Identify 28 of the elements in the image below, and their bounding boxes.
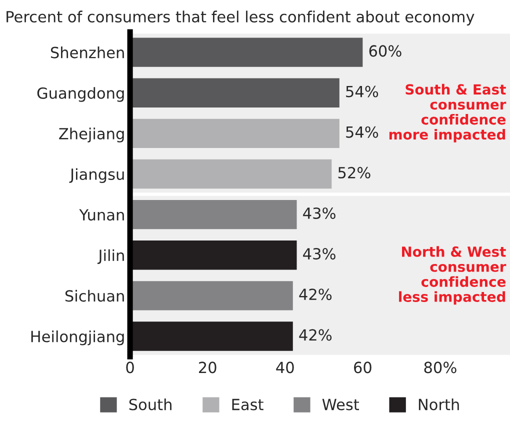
x-tick-label: 80% [424,362,456,374]
data-label: 42% [299,288,332,300]
legend-label: East [232,398,264,410]
band-label: South & East consumer confidence more impacted [389,84,506,142]
y-tick-label: Guangdong [37,87,124,102]
chart-title: Percent of consumers that feel less confident about economy [6,10,474,26]
x-tick-label: 20 [198,362,216,374]
data-label: 54% [346,86,378,98]
x-tick-label: 0 [126,362,134,374]
x-tick-label: 40 [276,362,294,374]
legend-label: West [322,398,360,410]
y-tick-label: Zhejiang [59,128,124,142]
y-tick-label: Jilin [97,249,124,264]
data-label: 52% [338,166,370,178]
band-label: North & West consumer confidence less impacted [399,246,506,305]
data-label: 43% [303,248,336,260]
data-label: 42% [299,329,332,341]
legend-label: South [129,398,172,410]
y-tick-label: Jiangsu [69,168,124,183]
data-label: 43% [303,207,336,219]
y-tick-label: Heilongjiang [31,330,124,346]
data-label: 54% [346,126,378,138]
legend-label: North [418,398,459,410]
data-label: 60% [369,45,402,57]
y-tick-label: Sichuan [65,290,124,302]
x-tick-label: 60 [354,362,372,374]
y-tick-label: Yunan [79,209,124,221]
y-tick-label: Shenzhen [50,46,124,58]
